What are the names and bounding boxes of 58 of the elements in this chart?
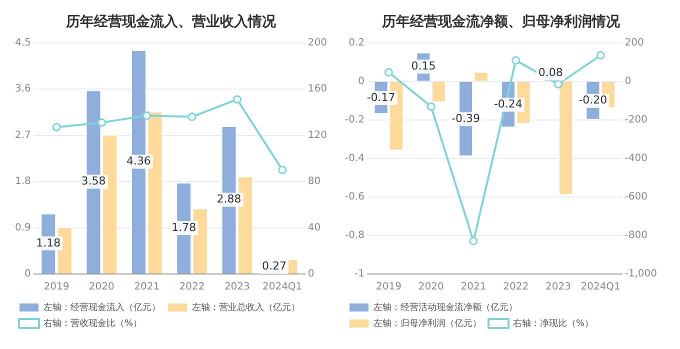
data-label: -0.24 [494, 98, 522, 111]
y-tick-label: 0.9 [14, 222, 31, 234]
data-label: 0.27 [262, 260, 286, 273]
y-tick-label: 1.8 [14, 176, 31, 188]
y-tick-label: 0 [358, 76, 365, 87]
data-label: -0.20 [578, 94, 608, 107]
x-tick-label: 2020 [418, 282, 444, 293]
y-tick-label: -1 [354, 268, 365, 280]
legend-label: 左轴：营业总收入（亿元） [192, 302, 300, 313]
y2-tick-label: -400 [624, 152, 648, 164]
x-tick-label: 2022 [503, 282, 529, 293]
legend-label: 右轴：营收现金比（%） [44, 318, 142, 329]
data-label: 2.88 [216, 192, 242, 206]
y2-tick-label: 40 [308, 222, 321, 234]
y2-tick-label: 0 [308, 268, 314, 280]
y2-tick-label: 160 [308, 84, 328, 95]
x-tick-label: 2021 [134, 282, 160, 293]
x-tick-label: 2023 [224, 282, 250, 293]
y2-tick-label: -600 [624, 192, 648, 203]
x-tick-label: 2023 [545, 282, 571, 293]
y2-tick-label: 80 [308, 176, 321, 188]
legend-label: 左轴：经营现金流入（亿元） [44, 302, 160, 313]
chart-title: 历年经营现金流净额、归母净利润情况 [381, 13, 621, 30]
y-tick-label: 3.6 [14, 84, 31, 95]
y2-tick-label: 200 [308, 37, 328, 48]
chart-title: 历年经营现金流入、营业收入情况 [65, 13, 277, 30]
x-tick-label: 2022 [179, 282, 205, 293]
y-tick-label: -0.8 [344, 230, 365, 242]
y-tick-label: -0.6 [344, 192, 365, 203]
legend-label: 左轴：经营活动现金流净额（亿元） [374, 302, 518, 313]
y2-tick-label: 120 [308, 130, 328, 141]
x-tick-label: 2019 [376, 282, 402, 293]
x-tick-label: 2024Q1 [262, 282, 302, 293]
y-tick-label: 0.2 [348, 37, 365, 48]
x-tick-label: 2021 [460, 282, 486, 293]
data-label: -0.39 [452, 112, 480, 126]
x-tick-label: 2024Q1 [580, 282, 620, 293]
data-label: 4.36 [126, 154, 151, 168]
y2-tick-label: -800 [624, 230, 648, 242]
y-tick-label: -0.2 [344, 114, 365, 126]
y2-tick-label: -200 [624, 114, 648, 126]
x-tick-label: 2020 [88, 282, 114, 293]
y-tick-label: 2.7 [14, 130, 31, 141]
data-label: -0.17 [366, 90, 396, 104]
data-label: 1.78 [172, 220, 196, 234]
data-label: 3.58 [81, 174, 106, 188]
x-tick-label: 2019 [44, 282, 70, 293]
legend-label: 右轴：净现比（%） [513, 318, 594, 329]
y2-tick-label: -1,000 [624, 268, 658, 280]
y2-tick-label: 0 [624, 76, 632, 87]
data-label: 1.18 [36, 236, 61, 250]
data-label: 0.08 [538, 66, 563, 80]
data-label: 0.15 [411, 59, 436, 72]
y-tick-label: 4.5 [14, 37, 31, 48]
legend-label: 左轴：归母净利润（亿元） [374, 318, 482, 329]
y2-tick-label: 200 [624, 37, 644, 48]
y-tick-label: 0 [24, 268, 31, 280]
y-tick-label: -0.4 [344, 152, 365, 164]
